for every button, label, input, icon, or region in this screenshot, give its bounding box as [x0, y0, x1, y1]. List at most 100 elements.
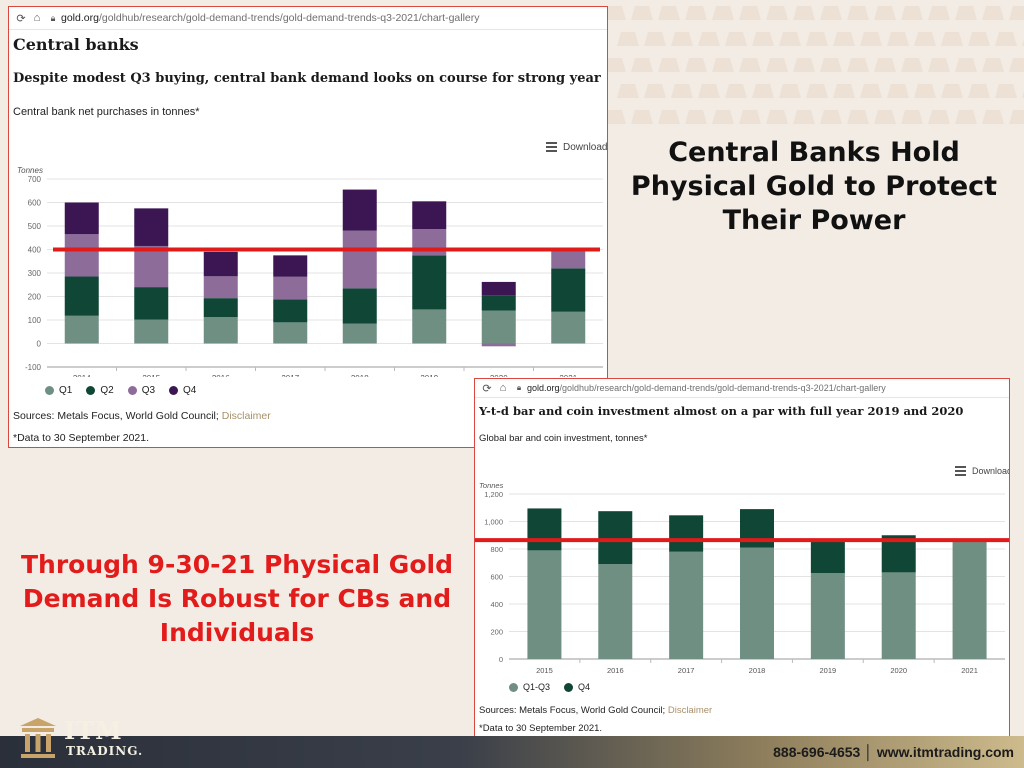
bar-segment-q1-q3-2020 — [881, 572, 916, 659]
bar-segment-q3-2021 — [551, 250, 586, 269]
chart-legend: Q1-Q3 Q4 — [509, 682, 590, 692]
bar-segment-q1-q3-2021 — [952, 540, 987, 659]
gold-bar-shape — [833, 32, 855, 46]
bar-segment-q4-2015 — [134, 208, 169, 246]
gold-bar-shape — [968, 84, 990, 98]
central-bank-purchases-chart: Tonnes -100 0 100 200 300 400 500 600 700 2014 2015… — [17, 166, 603, 377]
gold-bar-shape — [725, 84, 747, 98]
gold-bar-shape — [779, 32, 801, 46]
browser-url-bar[interactable]: ⟳ ⌂ 🔒︎ gold.org/goldhub/research/gold-de… — [9, 7, 607, 30]
gold-bar-shape — [847, 58, 869, 72]
y-tick-label: 400 — [490, 600, 503, 609]
legend-item-q1[interactable]: Q1 — [45, 385, 72, 396]
bar-segment-negative-2020 — [481, 343, 516, 347]
gold-bar-shape — [887, 84, 909, 98]
home-icon[interactable]: ⌂ — [499, 382, 507, 394]
chart-caption: Global bar and coin investment, tonnes* — [479, 433, 648, 444]
y-tick-label: 100 — [28, 316, 42, 325]
download-label: Download — [563, 141, 608, 153]
gold-bar-shape — [820, 110, 842, 124]
gold-bar-shape — [982, 110, 1004, 124]
url-path[interactable]: /goldhub/research/gold-demand-trends/gol… — [98, 12, 480, 24]
legend-label: Q1 — [59, 385, 73, 396]
gold-bar-shape — [793, 110, 815, 124]
disclaimer-link[interactable]: Disclaimer — [667, 705, 713, 716]
legend-item-q4[interactable]: Q4 — [169, 385, 196, 396]
x-tick-label: 2019 — [820, 666, 837, 675]
column-emblem-icon — [20, 718, 56, 758]
gold-bar-shape — [887, 32, 909, 46]
legend-swatch — [509, 682, 518, 692]
legend-swatch — [86, 386, 96, 395]
gold-bar-shape — [968, 32, 990, 46]
bar-segment-q4-2017 — [669, 515, 704, 552]
browser-url-bar[interactable]: ⟳ ⌂ 🔒︎ gold.org/goldhub/research/gold-de… — [475, 379, 1009, 398]
y-tick-label: 1,000 — [484, 518, 503, 527]
bar-segment-q3-2016 — [203, 276, 238, 299]
gold-bar-shape — [914, 84, 936, 98]
bar-segment-q4-2015 — [527, 508, 562, 551]
gold-bar-shape — [644, 84, 666, 98]
gold-bar-shape — [1009, 110, 1024, 124]
bar-segment-q1-q3-2019 — [810, 573, 845, 659]
y-tick-label: 1,200 — [484, 490, 503, 499]
back-icon[interactable]: ⟳ — [482, 382, 492, 395]
back-icon[interactable]: ⟳ — [16, 12, 26, 25]
bar-segment-q1-2014 — [64, 315, 99, 344]
url-host[interactable]: gold.org — [61, 12, 99, 24]
y-tick-label: 200 — [490, 628, 503, 637]
gold-bar-shape — [860, 84, 882, 98]
sources-text: Sources: Metals Focus, World Gold Counci… — [13, 410, 219, 422]
itm-trading-logo[interactable]: ITM TRADING. — [18, 712, 178, 762]
footnote: *Data to 30 September 2021. — [479, 723, 603, 734]
page-title: Central banks — [13, 35, 139, 54]
gold-bar-shape — [955, 58, 977, 72]
gold-bar-shape — [874, 110, 896, 124]
x-tick-label: 2020 — [890, 666, 907, 675]
menu-icon — [546, 140, 557, 154]
bar-segment-q1-2017 — [273, 322, 308, 344]
gold-bar-shape — [941, 84, 963, 98]
bar-segment-q4-2020 — [481, 281, 516, 296]
legend-item-q2[interactable]: Q2 — [86, 385, 114, 396]
bar-segment-q1-2016 — [203, 317, 238, 344]
url-host[interactable]: gold.org — [527, 383, 560, 393]
download-button[interactable]: Download — [546, 140, 607, 154]
gold-bar-shape — [928, 110, 950, 124]
url-path[interactable]: /goldhub/research/gold-demand-trends/gol… — [559, 383, 886, 393]
bar-segment-q4-2014 — [64, 202, 99, 235]
gold-bar-shape — [793, 6, 815, 20]
bar-segment-q1-q3-2015 — [527, 550, 562, 659]
gold-bar-shape — [874, 58, 896, 72]
gold-bar-shape — [820, 6, 842, 20]
y-tick-label: 200 — [28, 293, 42, 302]
bar-segment-q2-2014 — [64, 276, 99, 316]
gold-bar-shape — [901, 58, 923, 72]
x-tick-label: 2016 — [607, 666, 624, 675]
bar-segment-q3-2014 — [64, 234, 99, 277]
headline-physical-gold-demand: Through 9-30-21 Physical Gold Demand Is … — [21, 550, 453, 647]
gold-bar-shape — [604, 58, 626, 72]
bar-segment-q1-q3-2017 — [669, 551, 704, 659]
legend-item-q4[interactable]: Q4 — [564, 682, 590, 692]
bar-segment-q1-2018 — [342, 323, 377, 344]
bar-segment-q2-2016 — [203, 298, 238, 318]
contact-info[interactable]: 888-696-4653 │ www.itmtrading.com — [773, 744, 1014, 760]
gold-bar-shape — [1009, 6, 1024, 20]
x-tick-label: 2017 — [678, 666, 695, 675]
legend-item-q1-q3[interactable]: Q1-Q3 — [509, 682, 550, 692]
chart-subtitle: Y-t-d bar and coin investment almost on … — [479, 404, 964, 418]
legend-label: Q4 — [578, 682, 591, 692]
y-tick-label: 700 — [28, 175, 42, 184]
sources-text: Sources: Metals Focus, World Gold Counci… — [479, 705, 666, 716]
legend-item-q3[interactable]: Q3 — [127, 385, 155, 396]
headline-central-banks: Central Banks Hold Physical Gold to Prot… — [630, 137, 998, 236]
bar-segment-q3-2015 — [134, 245, 169, 288]
gold-bar-shape — [806, 84, 828, 98]
gold-bar-shape — [941, 32, 963, 46]
disclaimer-link[interactable]: Disclaimer — [221, 410, 271, 422]
lock-icon: 🔒︎ — [516, 383, 522, 392]
bar-segment-q4-2017 — [273, 255, 308, 277]
home-icon[interactable]: ⌂ — [33, 12, 41, 24]
download-button[interactable]: Download — [955, 464, 1009, 478]
